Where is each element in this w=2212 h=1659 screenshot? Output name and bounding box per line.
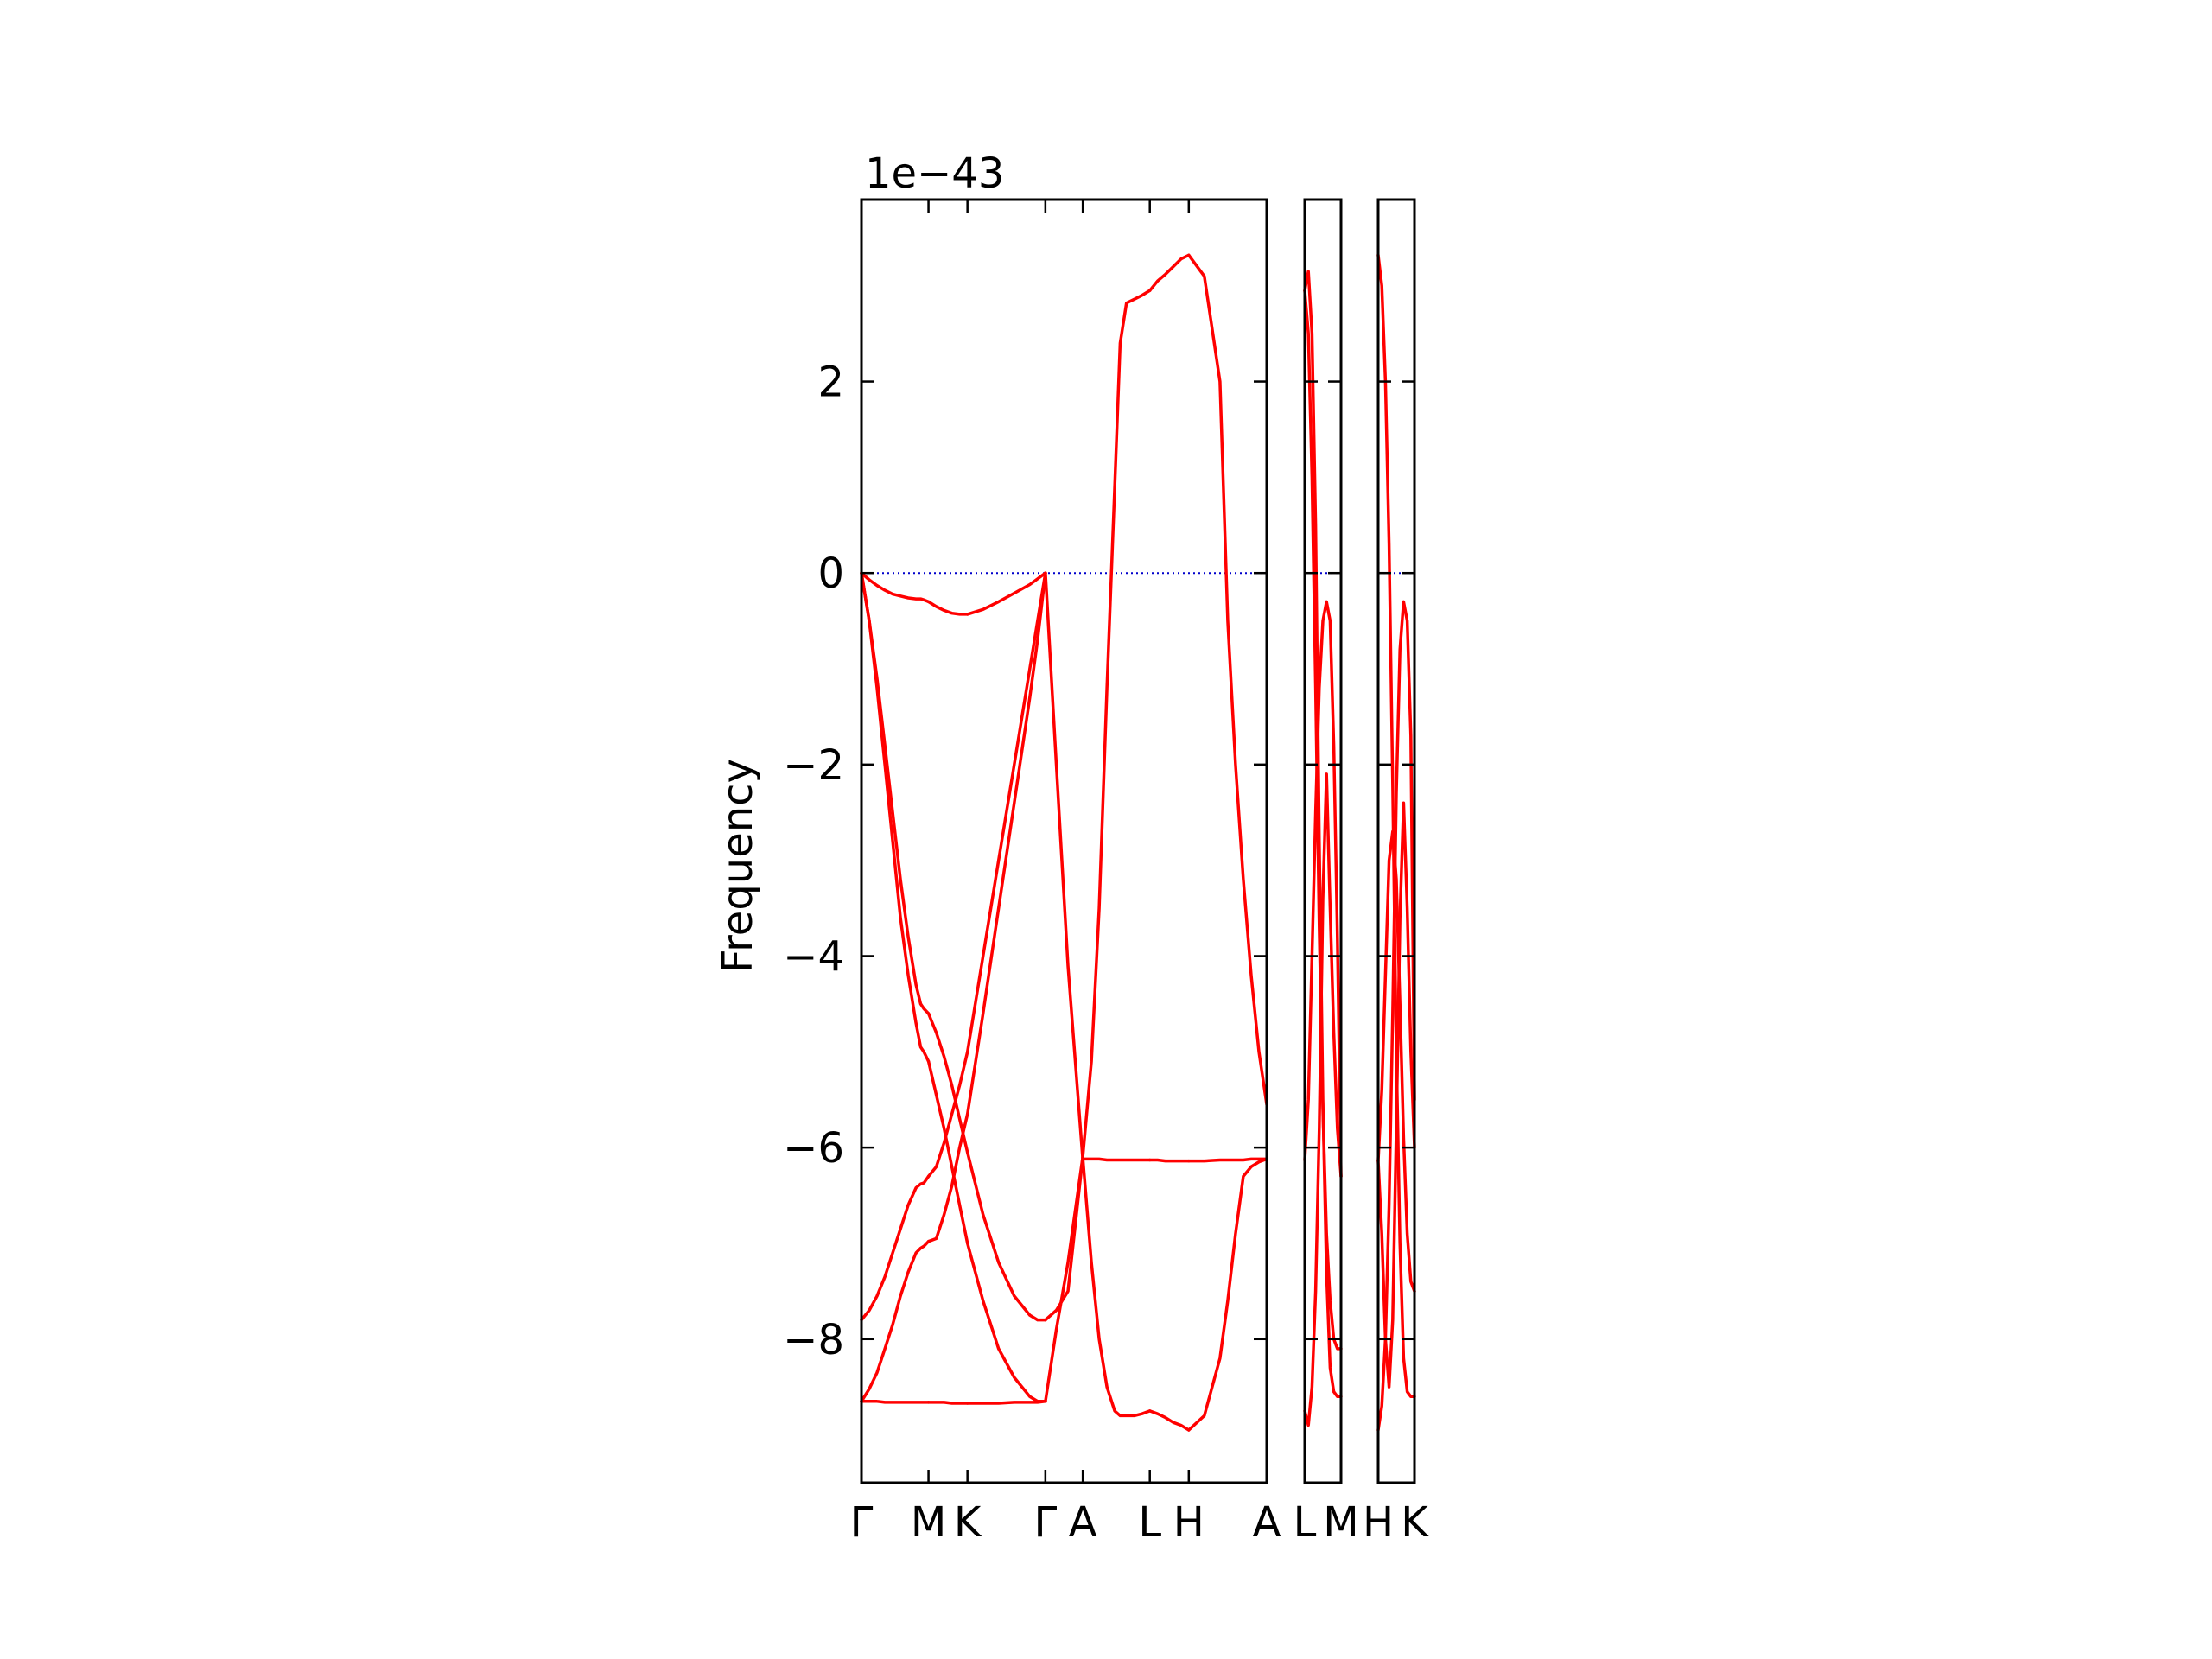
band-line-K-Γ-4 bbox=[965, 571, 1047, 1116]
band-line-K-Γ-0 bbox=[965, 571, 1047, 616]
band-line-H-A-0 bbox=[1187, 1157, 1268, 1432]
band-line-M-K-3 bbox=[926, 1050, 969, 1179]
band-line-K-Γ-3 bbox=[965, 571, 1047, 1054]
y-tick-label: −6 bbox=[783, 1124, 844, 1173]
band-line-M-K-4 bbox=[926, 1112, 969, 1243]
band-line-L-H-1 bbox=[1147, 253, 1191, 293]
k-point-label: K bbox=[954, 1498, 982, 1547]
band-line-M-K-0 bbox=[926, 600, 969, 616]
y-tick-label: 2 bbox=[817, 359, 844, 407]
k-point-label: A bbox=[1253, 1498, 1281, 1547]
band-line-H-K-3 bbox=[1376, 830, 1416, 1294]
band-line-L-M-2 bbox=[1303, 600, 1343, 1179]
band-line-Γ-M-4 bbox=[860, 1239, 931, 1403]
k-point-label: H bbox=[1363, 1498, 1394, 1547]
band-line-A-L-0 bbox=[1081, 1155, 1152, 1418]
band-line-Γ-M-0 bbox=[860, 571, 931, 604]
offset-text: 1e−43 bbox=[865, 149, 1004, 198]
panel-frame bbox=[1303, 198, 1343, 1484]
band-line-H-A-1 bbox=[1187, 253, 1268, 1107]
band-line-H-K-1 bbox=[1376, 600, 1416, 1432]
k-point-label: H bbox=[1173, 1498, 1205, 1547]
band-line-L-H-2 bbox=[1147, 1158, 1191, 1163]
band-line-Γ-A-0 bbox=[1044, 571, 1084, 1161]
band-line-M-K-1 bbox=[926, 1059, 969, 1245]
band-line-H-A-2 bbox=[1187, 1157, 1268, 1163]
panel-frame bbox=[1376, 198, 1416, 1484]
k-point-label: L bbox=[1138, 1498, 1161, 1547]
k-point-label: M bbox=[911, 1498, 946, 1547]
band-line-K-Γ-2 bbox=[965, 1150, 1047, 1322]
band-line-Γ-M-3 bbox=[860, 1174, 931, 1322]
k-point-label: A bbox=[1069, 1498, 1097, 1547]
band-line-Γ-A-2 bbox=[1044, 1155, 1084, 1403]
band-line-M-K-5 bbox=[926, 1401, 969, 1405]
y-tick-label: −8 bbox=[783, 1316, 844, 1364]
band-line-M-K-2 bbox=[926, 1012, 969, 1154]
y-tick-label: −4 bbox=[783, 932, 844, 981]
band-line-Γ-M-2 bbox=[860, 571, 931, 1015]
y-tick-label: 0 bbox=[817, 550, 844, 598]
k-point-label: K bbox=[1401, 1498, 1429, 1547]
panels-layer: 20−2−4−6−8Γ M K Γ A L H A L M H K bbox=[783, 198, 1429, 1547]
band-line-L-M-3 bbox=[1303, 289, 1343, 1351]
band-line-K-Γ-5 bbox=[965, 1400, 1047, 1405]
band-line-A-L-2 bbox=[1081, 1157, 1152, 1162]
band-line-L-H-0 bbox=[1147, 1409, 1191, 1432]
k-point-label: Γ bbox=[1033, 1498, 1057, 1547]
k-point-label: M bbox=[1323, 1498, 1358, 1547]
band-line-A-L-1 bbox=[1081, 289, 1152, 1159]
panel-main: 20−2−4−6−8Γ M K Γ A L H A bbox=[783, 198, 1281, 1547]
panel-frame bbox=[860, 198, 1268, 1484]
band-line-L-M-1 bbox=[1303, 772, 1343, 1427]
y-tick-label: −2 bbox=[783, 741, 844, 790]
k-point-label: Γ bbox=[850, 1498, 874, 1547]
y-axis-label: Frequency bbox=[714, 759, 762, 973]
k-point-label: L bbox=[1294, 1498, 1317, 1547]
